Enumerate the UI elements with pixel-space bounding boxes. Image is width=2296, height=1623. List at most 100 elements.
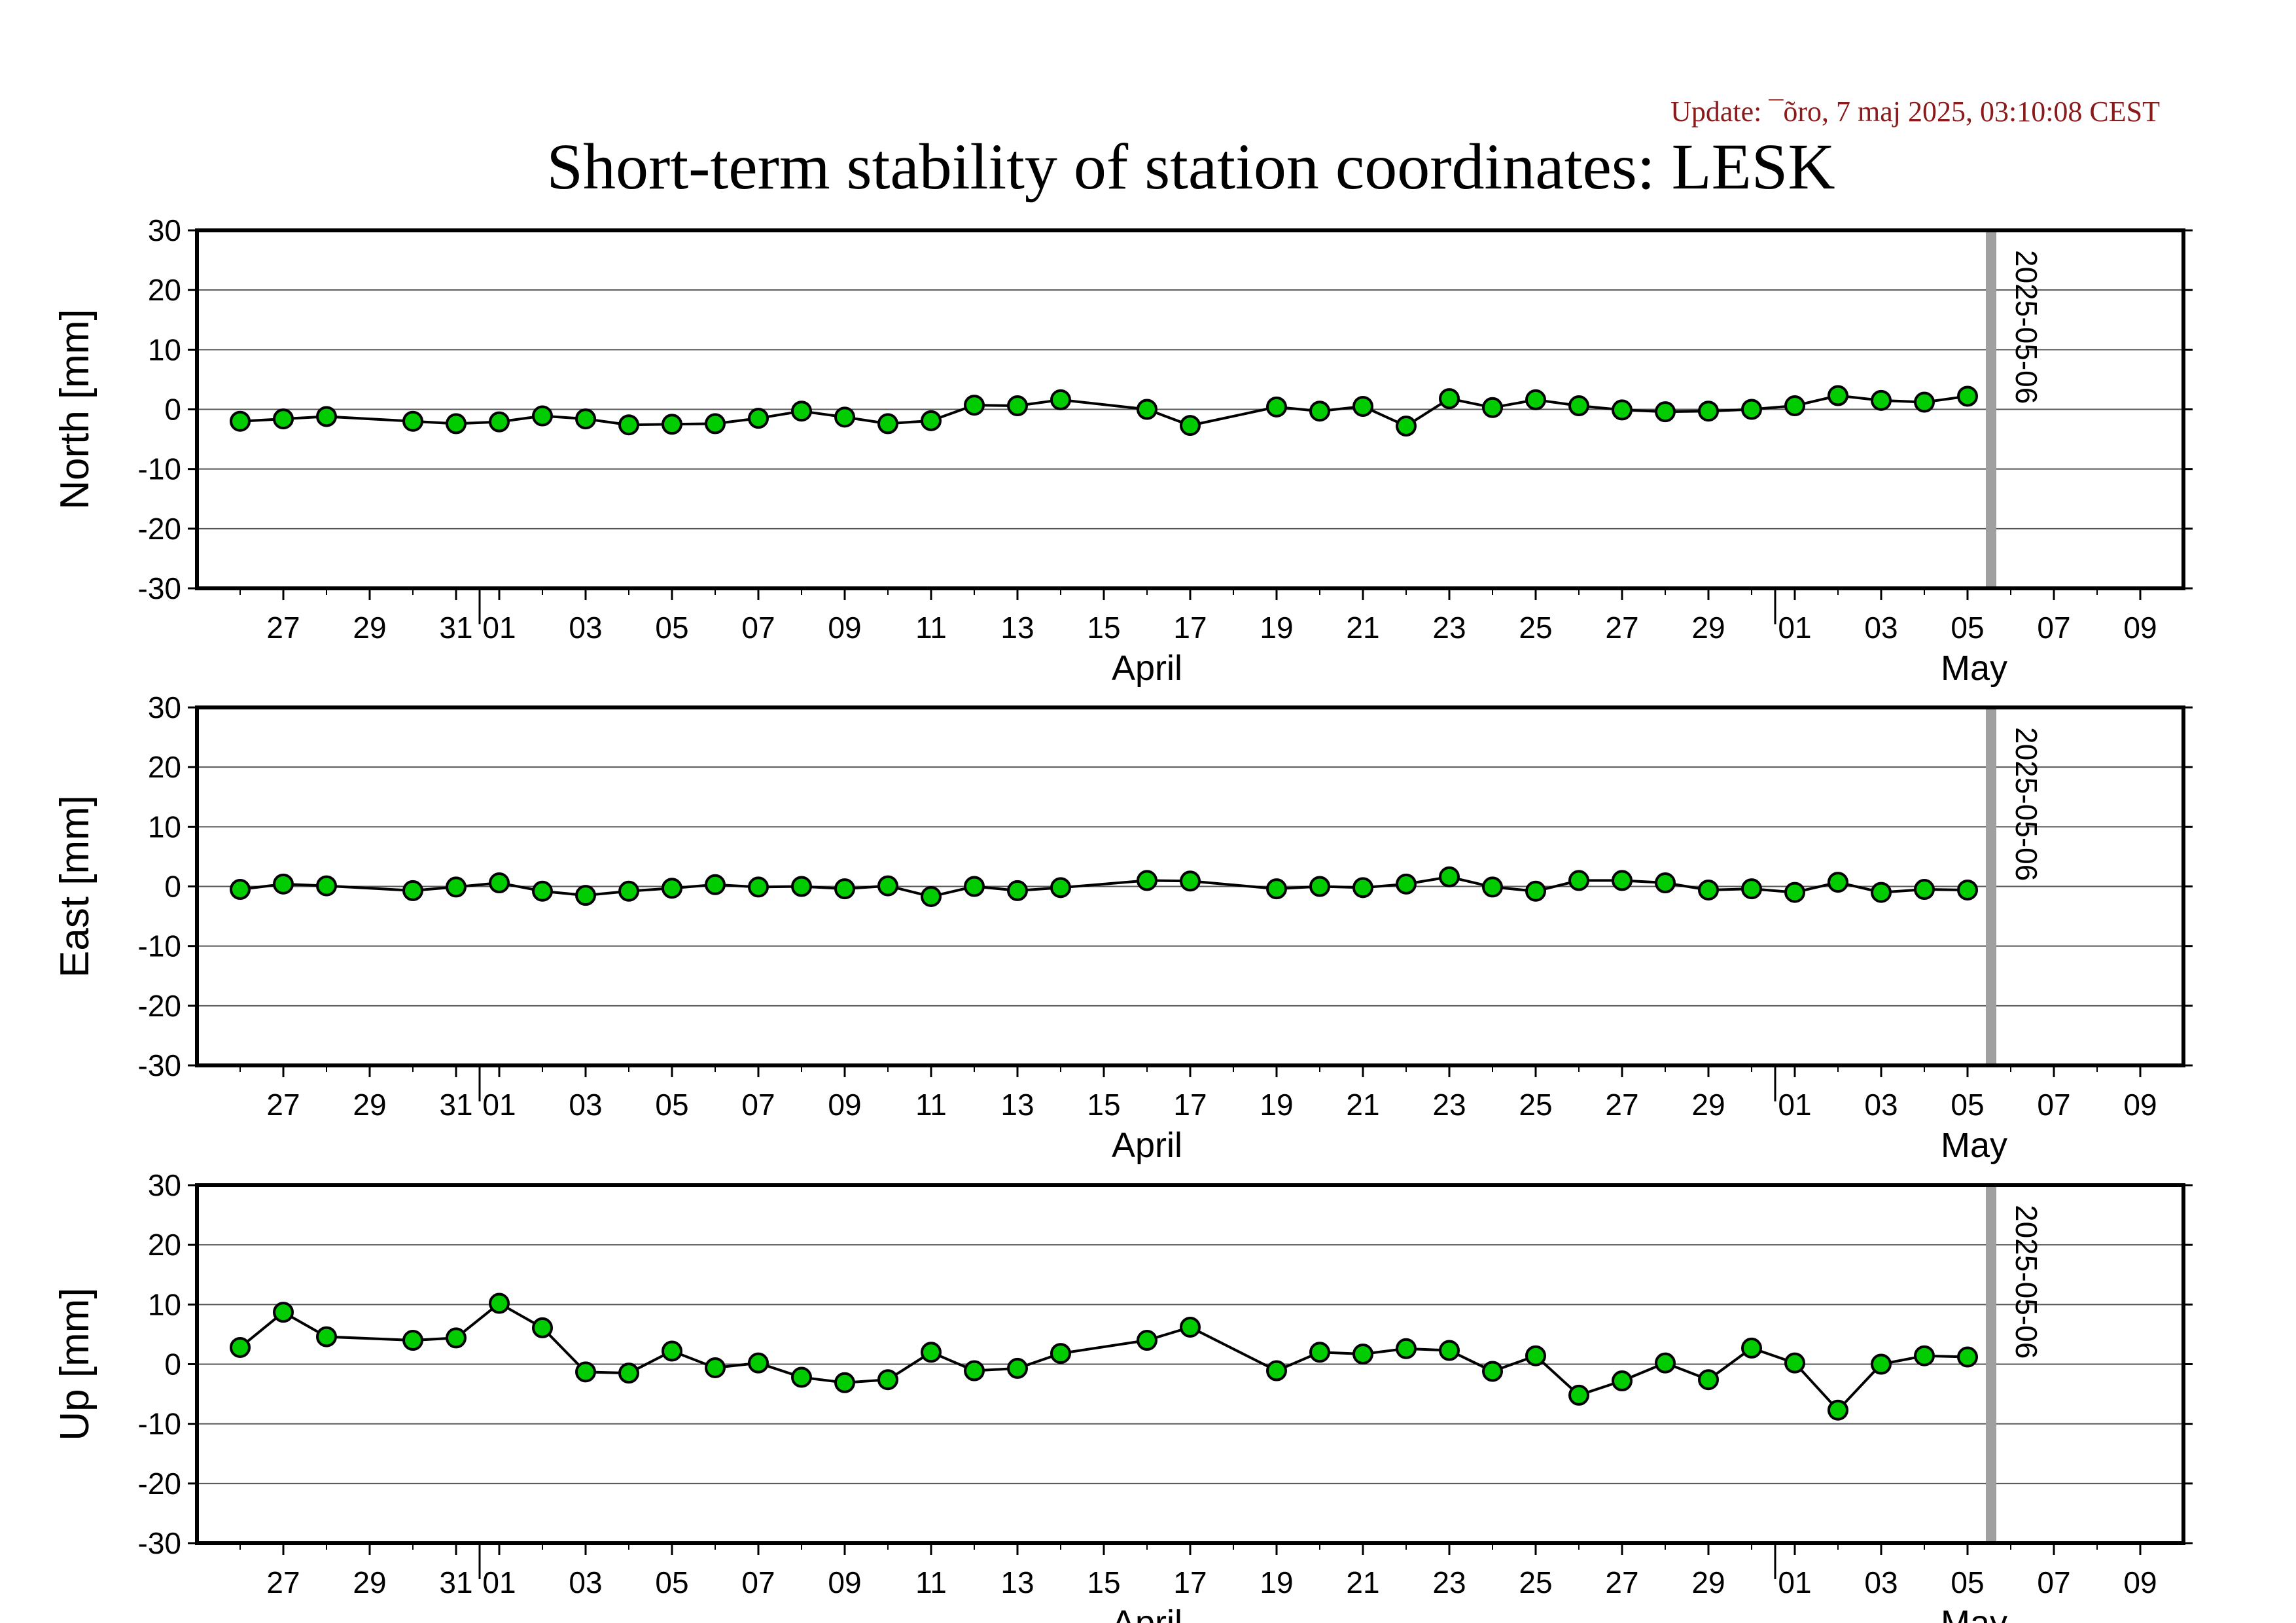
data-point: [1828, 1399, 1848, 1421]
data-point: [791, 876, 812, 897]
y-tick-label: 10: [148, 810, 181, 844]
data-point: [1914, 391, 1935, 413]
x-tick-label: 27: [1605, 1088, 1638, 1122]
data-point: [532, 405, 553, 427]
data-point: [1525, 1345, 1546, 1366]
x-tick-label: 03: [569, 1565, 602, 1599]
data-point: [575, 408, 596, 430]
x-tick-label: 11: [915, 611, 947, 645]
data-point: [921, 1342, 942, 1363]
y-axis-label: Up [mm]: [52, 1287, 97, 1440]
data-point: [446, 1327, 467, 1349]
data-point: [489, 411, 510, 433]
data-point: [1266, 396, 1287, 418]
y-tick-label: 0: [164, 393, 181, 427]
x-tick-label: 01: [482, 1088, 516, 1122]
data-point: [1482, 876, 1503, 898]
x-tick-label: 13: [1000, 1565, 1034, 1599]
x-tick-label: 01: [1778, 1088, 1811, 1122]
x-tick-label: 31: [439, 1088, 472, 1122]
data-point: [1741, 1337, 1762, 1359]
x-tick-label: 29: [353, 1565, 386, 1599]
y-tick-label: 10: [148, 1287, 181, 1321]
data-point: [662, 878, 682, 899]
plot-frame: [195, 1183, 2185, 1545]
data-point: [877, 1369, 898, 1391]
data-point: [662, 414, 682, 435]
data-point: [1957, 879, 1978, 901]
data-point: [1482, 397, 1503, 418]
x-tick-label: 01: [1778, 1565, 1811, 1599]
data-point: [1568, 395, 1589, 417]
x-tick-label: 07: [741, 1565, 775, 1599]
data-point: [446, 876, 467, 898]
data-point: [1568, 1384, 1589, 1406]
data-point: [402, 410, 423, 432]
x-tick-label: 19: [1260, 611, 1293, 645]
y-tick-label: -10: [138, 1407, 181, 1441]
data-point: [748, 876, 769, 898]
month-label: April: [1112, 649, 1182, 688]
x-tick-label: 05: [1951, 1088, 1984, 1122]
x-tick-label: 27: [1605, 611, 1638, 645]
data-point: [834, 406, 855, 428]
data-point: [748, 408, 769, 429]
data-point: [705, 413, 726, 435]
x-tick-label: 09: [828, 1088, 861, 1122]
data-point: [1957, 1346, 1978, 1368]
x-tick-label: 25: [1519, 1088, 1552, 1122]
x-tick-label: 27: [1605, 1565, 1638, 1599]
data-point: [1871, 882, 1892, 903]
x-tick-label: 29: [1691, 1565, 1725, 1599]
x-tick-label: 17: [1173, 1565, 1207, 1599]
y-tick-label: -30: [138, 571, 181, 605]
data-point: [273, 1302, 294, 1323]
x-tick-label: 13: [1000, 611, 1034, 645]
x-tick-label: 01: [482, 1565, 516, 1599]
data-point: [1439, 388, 1460, 410]
data-point: [1525, 880, 1546, 902]
y-tick-label: -20: [138, 1467, 181, 1501]
data-point: [618, 414, 639, 436]
figure-title: Short-term stability of station coordina…: [546, 130, 1835, 203]
data-point: [791, 1366, 812, 1388]
data-point: [1482, 1361, 1503, 1382]
y-tick-label: 30: [148, 690, 181, 724]
data-point: [1396, 873, 1417, 895]
data-point: [1352, 395, 1373, 417]
y-tick-label: 30: [148, 213, 181, 247]
update-timestamp: Update: ¯õro, 7 maj 2025, 03:10:08 CEST: [1670, 96, 2160, 128]
data-point: [1266, 878, 1287, 900]
x-tick-label: 11: [915, 1565, 947, 1599]
data-point: [618, 1363, 639, 1384]
data-point: [575, 885, 596, 906]
x-tick-label: 19: [1260, 1088, 1293, 1122]
x-tick-label: 07: [741, 1088, 775, 1122]
x-tick-label: 21: [1346, 611, 1379, 645]
data-point: [1698, 1369, 1719, 1391]
data-point: [273, 408, 294, 430]
x-tick-label: 03: [1864, 1088, 1898, 1122]
data-point: [1180, 1316, 1201, 1338]
data-point: [877, 413, 898, 435]
data-point: [230, 1336, 251, 1358]
data-point: [1309, 1342, 1330, 1363]
data-point: [877, 875, 898, 897]
x-tick-label: 05: [1951, 1565, 1984, 1599]
x-tick-label: 25: [1519, 1565, 1552, 1599]
x-tick-label: 05: [655, 1565, 688, 1599]
data-point: [1568, 870, 1589, 891]
x-tick-label: 29: [353, 611, 386, 645]
x-tick-label: 01: [482, 611, 516, 645]
data-point: [1396, 416, 1417, 437]
data-point: [1784, 395, 1805, 417]
date-marker-label: 2025-05-06: [2009, 727, 2043, 881]
month-label: May: [1941, 1603, 2007, 1623]
data-point: [921, 410, 942, 431]
data-point: [1612, 399, 1633, 421]
data-point: [834, 878, 855, 900]
x-tick-label: 03: [569, 1088, 602, 1122]
x-tick-label: 17: [1173, 611, 1207, 645]
data-point: [489, 872, 510, 894]
x-tick-label: 15: [1087, 1565, 1120, 1599]
